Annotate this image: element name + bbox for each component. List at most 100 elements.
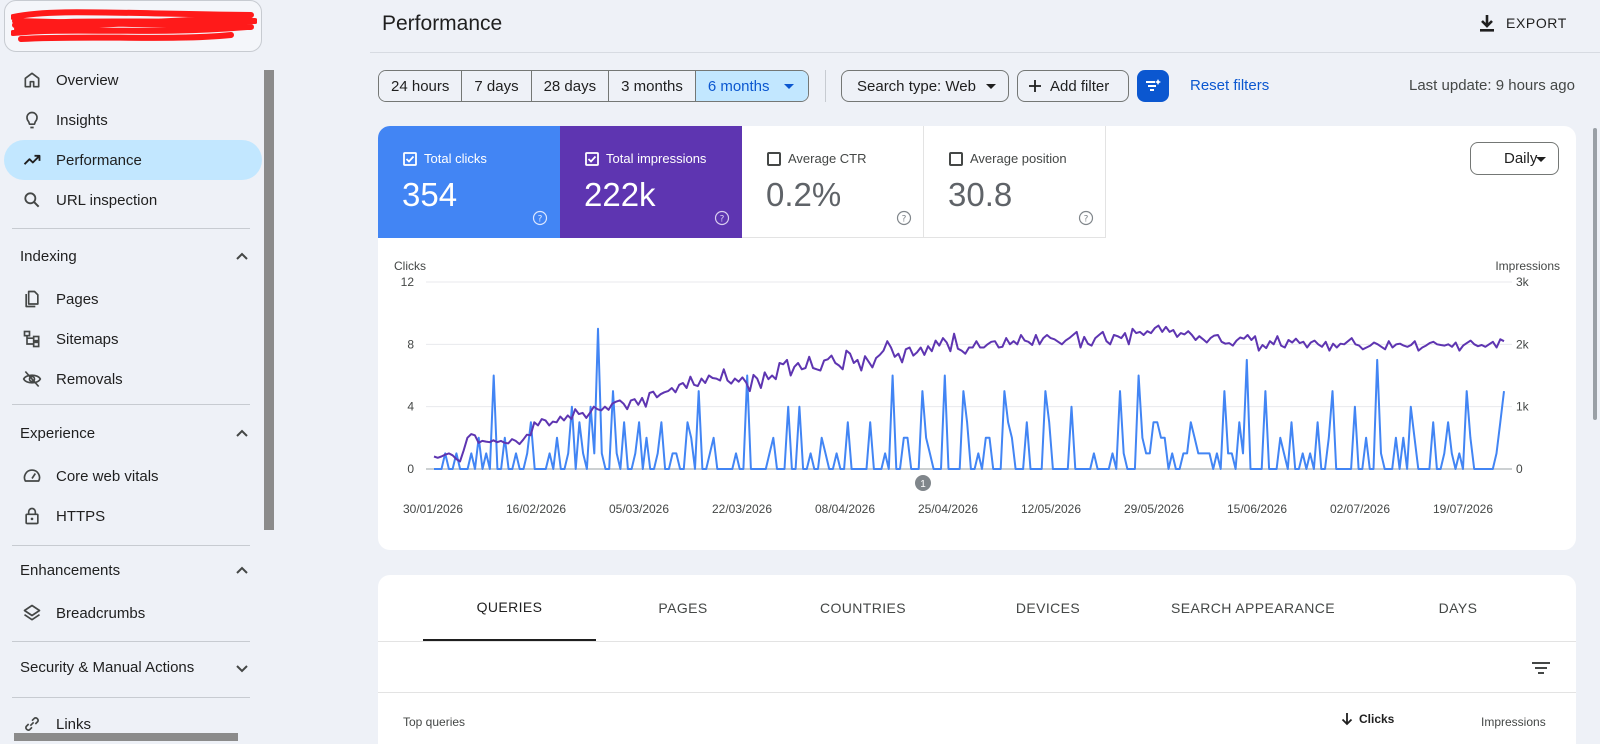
sidebar-item-label: Breadcrumbs: [56, 604, 146, 622]
range-3-months[interactable]: 3 months: [609, 71, 696, 101]
sidebar: Overview Insights Performance URL inspec…: [0, 0, 274, 744]
range-6-months-label: 6 months: [707, 77, 770, 95]
tab-pages[interactable]: PAGES: [658, 600, 708, 616]
tab-search-appearance[interactable]: SEARCH APPEARANCE: [1171, 600, 1335, 616]
layers-icon: [23, 604, 41, 621]
help-icon[interactable]: ?: [714, 210, 730, 226]
checkbox-unchecked-icon: [949, 152, 963, 166]
section-indexing[interactable]: Indexing: [4, 237, 262, 277]
divider: [12, 641, 250, 642]
sidebar-item-sitemaps[interactable]: Sitemaps: [4, 319, 262, 359]
sidebar-item-label: Removals: [56, 370, 123, 388]
column-header-clicks[interactable]: Clicks: [1341, 712, 1394, 726]
range-6-months[interactable]: 6 months: [695, 71, 808, 101]
property-selector[interactable]: [4, 0, 262, 52]
range-7-days[interactable]: 7 days: [462, 71, 532, 101]
home-icon: [24, 72, 40, 88]
trending-up-icon: [23, 154, 41, 165]
reset-filters-link[interactable]: Reset filters: [1190, 77, 1270, 94]
dropdown-caret-icon: [783, 83, 794, 89]
help-icon[interactable]: ?: [896, 210, 912, 226]
page-title: Performance: [382, 12, 503, 35]
filter-rows-icon[interactable]: [1528, 655, 1554, 681]
search-type-label: Search type: Web: [857, 77, 976, 95]
metric-label: Total clicks: [424, 151, 487, 166]
sidebar-item-core-web-vitals[interactable]: Core web vitals: [4, 456, 262, 496]
sidebar-item-performance[interactable]: Performance: [4, 140, 262, 180]
sidebar-item-label: Links: [56, 715, 92, 733]
gauge-icon: [23, 469, 41, 482]
granularity-dropdown[interactable]: Daily: [1470, 142, 1559, 175]
sidebar-item-label: Overview: [56, 71, 119, 89]
report-table-card: QUERIES PAGES COUNTRIES DEVICES SEARCH A…: [378, 575, 1576, 744]
sidebar-item-label: URL inspection: [56, 191, 158, 209]
tab-queries[interactable]: QUERIES: [423, 575, 596, 641]
sidebar-item-removals[interactable]: Removals: [4, 359, 262, 399]
sidebar-item-links[interactable]: Links: [4, 704, 262, 744]
sitemap-icon: [23, 330, 40, 348]
search-type-dropdown[interactable]: Search type: Web: [841, 70, 1009, 102]
sidebar-item-label: Core web vitals: [56, 467, 159, 485]
tab-devices[interactable]: DEVICES: [1015, 600, 1081, 616]
plus-icon: [1029, 80, 1041, 92]
column-header-impressions[interactable]: Impressions: [1481, 715, 1546, 729]
checkbox-unchecked-icon: [767, 152, 781, 166]
section-experience[interactable]: Experience: [4, 414, 262, 454]
x-tick-label: 02/07/2026: [1330, 502, 1390, 516]
sidebar-item-https[interactable]: HTTPS: [4, 496, 262, 536]
x-tick-label: 12/05/2026: [1021, 502, 1081, 516]
last-update-text: Last update: 9 hours ago: [1409, 77, 1575, 94]
performance-card: Total clicks 354 ? Total impressions 222…: [378, 126, 1576, 550]
section-label: Indexing: [20, 248, 77, 265]
metric-average-ctr[interactable]: Average CTR 0.2% ?: [742, 126, 924, 238]
sidebar-horizontal-scrollbar[interactable]: [14, 733, 238, 741]
download-icon: [1480, 15, 1494, 32]
annotation-marker: [915, 475, 931, 491]
y-tick-label-right: 2k: [1516, 337, 1530, 351]
sidebar-item-url-inspection[interactable]: URL inspection: [4, 180, 262, 220]
tab-days[interactable]: DAYS: [1438, 600, 1478, 616]
performance-chart: Clicks Impressions 12 3k 8 2k 4 1k 0 0 30/01/2026 1…: [394, 259, 1560, 516]
pages-icon: [25, 290, 39, 308]
y-tick-label-left: 4: [407, 400, 414, 414]
sidebar-scrollbar[interactable]: [264, 70, 274, 530]
chevron-up-icon: [236, 252, 248, 260]
y-tick-label-right: 0: [1516, 462, 1523, 476]
redacted-scribble: [11, 9, 257, 42]
chevron-down-icon: [236, 665, 248, 673]
checkbox-checked-icon: [403, 152, 417, 166]
export-button[interactable]: EXPORT: [1478, 10, 1567, 36]
y-tick-label-right: 3k: [1516, 275, 1530, 289]
metric-value: 0.2%: [766, 176, 842, 213]
filter-sparkle-icon: [1146, 79, 1161, 91]
header-divider: [370, 52, 1600, 53]
table-divider: [378, 692, 1576, 693]
x-tick-label: 25/04/2026: [918, 502, 978, 516]
y-tick-label-left: 12: [401, 275, 415, 289]
series-line-clicks: [434, 327, 1505, 470]
help-icon[interactable]: ?: [532, 210, 548, 226]
x-tick-label: 08/04/2026: [815, 502, 875, 516]
sidebar-item-overview[interactable]: Overview: [4, 60, 262, 100]
metric-total-impressions[interactable]: Total impressions 222k ?: [560, 126, 742, 238]
filter-settings-button[interactable]: [1137, 70, 1169, 102]
metric-total-clicks[interactable]: Total clicks 354 ?: [378, 126, 560, 238]
sidebar-item-breadcrumbs[interactable]: Breadcrumbs: [4, 593, 262, 633]
range-24-hours[interactable]: 24 hours: [379, 71, 463, 101]
tab-countries[interactable]: COUNTRIES: [819, 600, 907, 616]
metric-label: Total impressions: [606, 151, 707, 166]
filter-divider: [825, 70, 826, 102]
metric-average-position[interactable]: Average position 30.8 ?: [924, 126, 1106, 238]
range-28-days[interactable]: 28 days: [531, 71, 610, 101]
divider: [12, 697, 250, 698]
add-filter-button[interactable]: Add filter: [1017, 70, 1129, 102]
help-icon[interactable]: ?: [1078, 210, 1094, 226]
sidebar-item-insights[interactable]: Insights: [4, 100, 262, 140]
sidebar-item-pages[interactable]: Pages: [4, 279, 262, 319]
x-tick-label: 22/03/2026: [712, 502, 772, 516]
main-scrollbar[interactable]: [1593, 128, 1597, 420]
section-enhancements[interactable]: Enhancements: [4, 551, 262, 591]
section-security-manual-actions[interactable]: Security & Manual Actions: [4, 648, 262, 688]
annotation-label: 1: [920, 479, 926, 490]
checkbox-checked-icon: [585, 152, 599, 166]
